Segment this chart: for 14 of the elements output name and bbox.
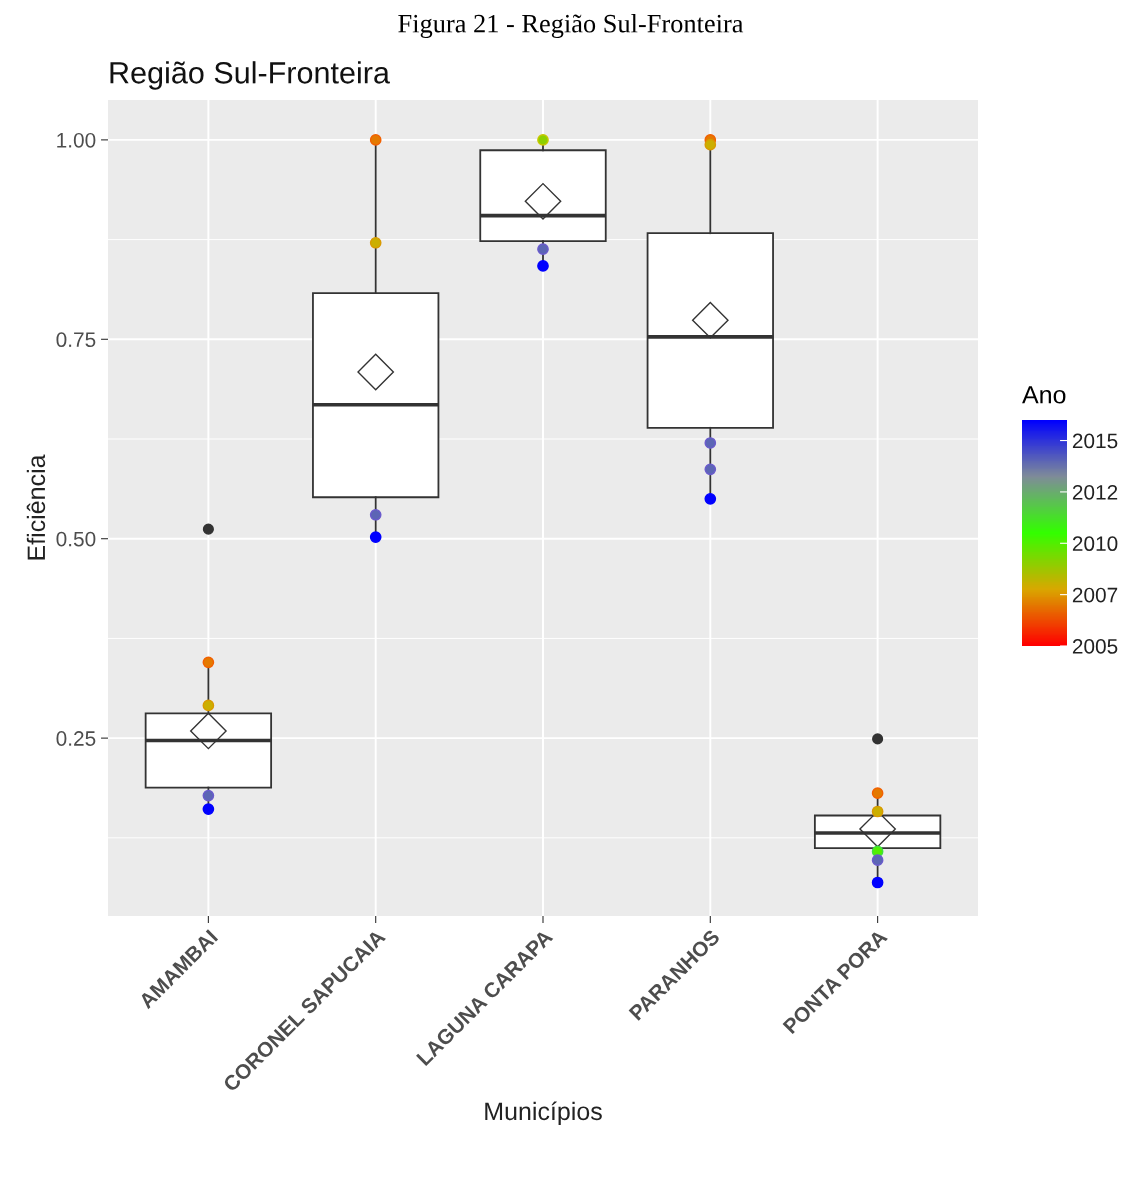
chart-title: Região Sul-Fronteira xyxy=(110,61,390,90)
y-tick-label: 0.75 xyxy=(56,332,96,348)
y-tick-label: 0.50 xyxy=(56,531,96,547)
y-axis-title: Eficiência xyxy=(26,454,46,560)
color-bar-label: 2007 xyxy=(1072,587,1118,603)
color-bar-label: 2005 xyxy=(1072,639,1118,654)
x-axis-title: Municípios xyxy=(485,1101,602,1126)
text: Figura 21 - Região Sul-Fronteira xyxy=(398,14,744,38)
y-tick-label: 0.25 xyxy=(56,731,96,746)
color-bar-label: 2015 xyxy=(1072,433,1118,449)
color-bar-title: Ano xyxy=(1022,386,1066,404)
color-bar-label: 2010 xyxy=(1072,536,1118,552)
y-tick-label: 1.00 xyxy=(57,132,96,148)
color-bar-label: 2012 xyxy=(1072,484,1118,500)
